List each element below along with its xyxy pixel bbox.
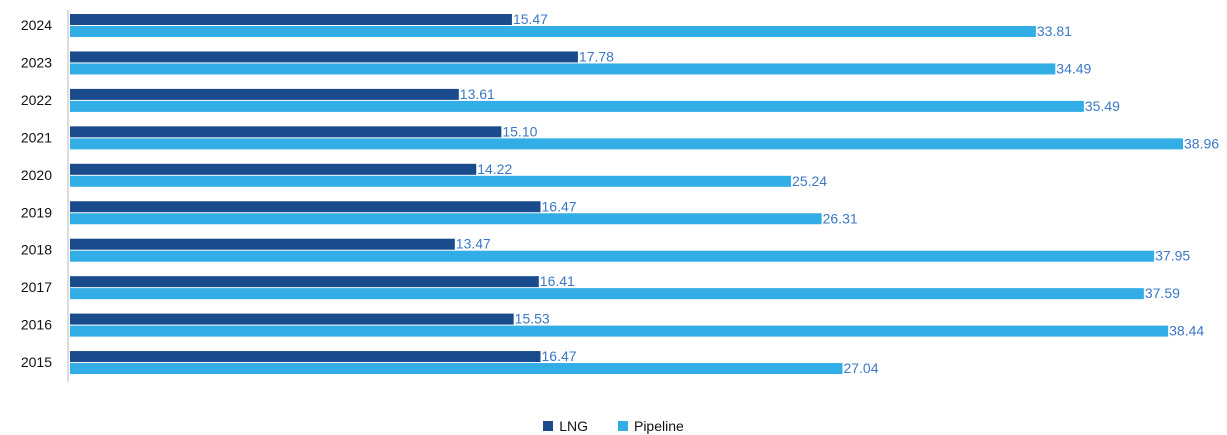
data-label-pipeline: 27.04	[843, 360, 878, 376]
data-label-pipeline: 38.96	[1184, 135, 1219, 151]
bar-lng	[70, 276, 539, 288]
bar-pipeline	[70, 26, 1036, 37]
bar-pipeline	[70, 363, 843, 375]
bar-pipeline	[70, 138, 1183, 150]
bar-lng	[70, 201, 541, 213]
data-label-lng: 15.47	[513, 11, 548, 27]
y-tick-label: 2017	[21, 279, 52, 295]
y-tick-label: 2016	[21, 317, 52, 333]
data-label-pipeline: 33.81	[1037, 23, 1072, 39]
data-label-lng: 17.78	[579, 48, 614, 64]
bar-pipeline	[70, 63, 1056, 75]
bar-pipeline	[70, 100, 1084, 112]
bar-lng	[70, 313, 514, 325]
data-label-lng: 15.10	[502, 123, 537, 139]
bar-pipeline	[70, 213, 822, 225]
legend-label-lng: LNG	[559, 418, 588, 434]
y-tick-label: 2020	[21, 167, 52, 183]
data-label-lng: 13.47	[456, 236, 491, 252]
bar-lng	[70, 126, 502, 138]
data-label-lng: 14.22	[477, 161, 512, 177]
y-tick-label: 2021	[21, 129, 52, 145]
y-tick-label: 2024	[21, 17, 52, 33]
bar-lng	[70, 51, 578, 63]
data-label-pipeline: 35.49	[1085, 98, 1120, 114]
data-label-lng: 16.47	[542, 198, 577, 214]
data-label-pipeline: 34.49	[1056, 60, 1091, 76]
data-label-pipeline: 37.95	[1155, 248, 1190, 264]
bar-pipeline	[70, 250, 1155, 262]
legend-item-pipeline: Pipeline	[617, 418, 684, 434]
bar-lng	[70, 88, 459, 100]
y-tick-label: 2019	[21, 204, 52, 220]
data-label-pipeline: 26.31	[823, 210, 858, 226]
bar-lng	[70, 351, 541, 363]
data-label-lng: 16.47	[542, 348, 577, 364]
data-label-lng: 16.41	[540, 273, 575, 289]
legend-label-pipeline: Pipeline	[633, 418, 684, 434]
data-label-lng: 13.61	[460, 86, 495, 102]
data-label-lng: 15.53	[515, 311, 550, 327]
bar-lng	[70, 14, 512, 25]
data-label-pipeline: 25.24	[792, 173, 827, 189]
data-label-pipeline: 38.44	[1169, 323, 1204, 339]
bar-lng	[70, 163, 477, 175]
bar-lng	[70, 238, 455, 250]
bar-pipeline	[70, 325, 1169, 337]
y-tick-label: 2023	[21, 54, 52, 70]
bar-chart: 2024 15.47 33.81 2023 17.78 34.49 2022 13.61 35.…	[21, 10, 1219, 382]
legend: LNG Pipeline	[0, 418, 1227, 434]
y-tick-label: 2018	[21, 242, 52, 258]
y-tick-label: 2015	[21, 354, 52, 370]
bar-pipeline	[70, 175, 792, 187]
legend-item-lng: LNG	[543, 418, 588, 434]
legend-swatch-lng	[543, 421, 554, 431]
data-label-pipeline: 37.59	[1145, 285, 1180, 301]
y-tick-label: 2022	[21, 92, 52, 108]
bar-pipeline	[70, 288, 1144, 300]
legend-swatch-pipeline	[617, 421, 628, 431]
